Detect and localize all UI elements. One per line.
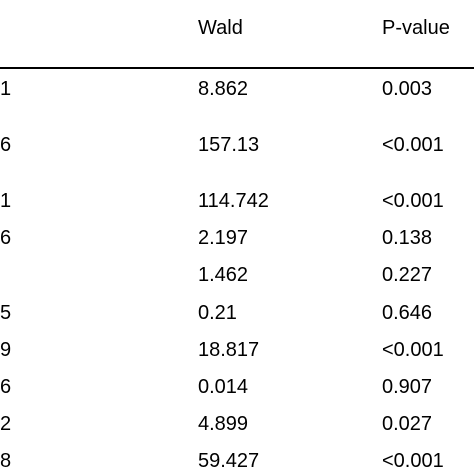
row-wald-value: 0.014 (198, 376, 249, 398)
row-left-value: 1 (0, 190, 12, 212)
row-left-value: 6 (0, 227, 12, 249)
row-wald-value: 2.197 (198, 227, 249, 249)
row-wald-value: 59.427 (198, 450, 260, 472)
row-left-value: 2 (0, 413, 12, 435)
row-left-value: 1 (0, 78, 12, 100)
row-wald-value: 8.862 (198, 78, 249, 100)
row-wald-value: 4.899 (198, 413, 249, 435)
header-rule (0, 67, 474, 69)
row-wald-value: 18.817 (198, 339, 260, 361)
row-left-value: 9 (0, 339, 12, 361)
row-p-value: <0.001 (382, 190, 444, 212)
row-left-value: 6 (0, 376, 12, 398)
row-p-value: 0.138 (382, 227, 433, 249)
row-p-value: <0.001 (382, 450, 444, 472)
row-p-value: 0.027 (382, 413, 433, 435)
row-wald-value: 114.742 (198, 190, 269, 212)
row-wald-value: 0.21 (198, 302, 237, 324)
row-p-value: 0.907 (382, 376, 433, 398)
row-p-value: 0.003 (382, 78, 433, 100)
row-left-value: 5 (0, 302, 12, 324)
row-p-value: 0.646 (382, 302, 433, 324)
row-p-value: <0.001 (382, 134, 444, 156)
header-p-value: P-value (382, 17, 450, 39)
row-p-value: 0.227 (382, 264, 433, 286)
row-wald-value: 1.462 (198, 264, 249, 286)
row-left-value: 8 (0, 450, 12, 472)
row-p-value: <0.001 (382, 339, 444, 361)
header-wald: Wald (198, 17, 243, 39)
row-left-value: 6 (0, 134, 12, 156)
row-wald-value: 157.13 (198, 134, 260, 156)
